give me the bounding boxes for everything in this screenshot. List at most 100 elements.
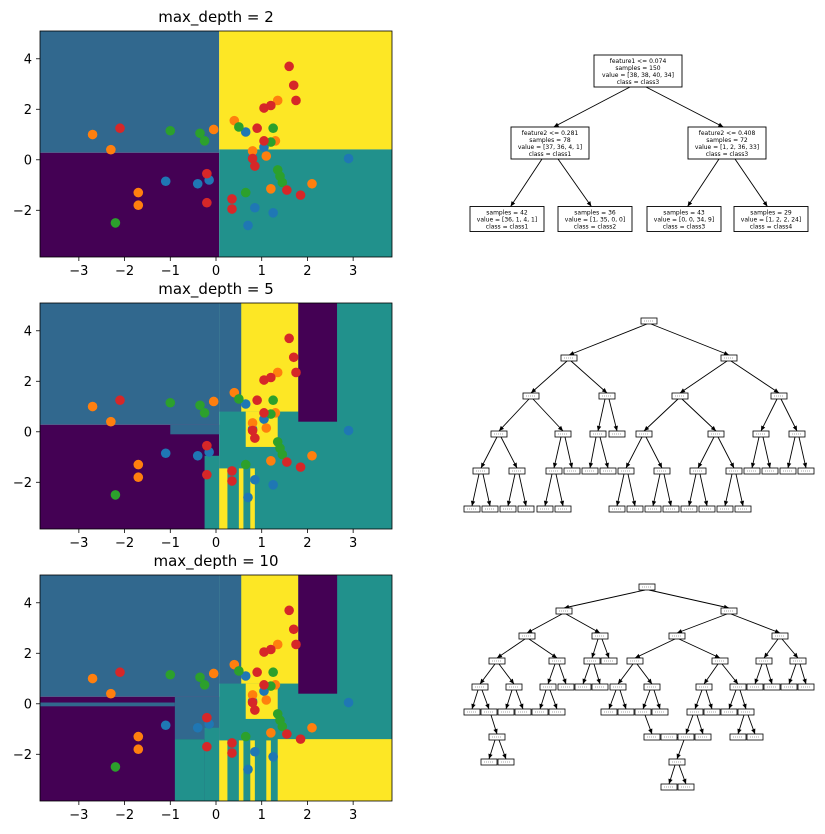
data-point bbox=[250, 202, 260, 213]
tree-edge-arrowhead bbox=[647, 678, 652, 684]
tree-edge-arrowhead bbox=[505, 703, 510, 709]
x-tick-label: 2 bbox=[303, 808, 311, 823]
data-point bbox=[261, 423, 272, 433]
data-point bbox=[247, 153, 258, 164]
x-tick-label: 1 bbox=[258, 264, 266, 279]
data-point bbox=[268, 208, 278, 218]
data-point bbox=[266, 100, 276, 111]
tree-edge-arrowhead bbox=[714, 653, 720, 658]
tree-node-box bbox=[593, 54, 683, 88]
data-point bbox=[288, 352, 299, 363]
tree-node bbox=[626, 657, 644, 665]
tree-edge bbox=[498, 398, 530, 432]
tree-edge bbox=[734, 158, 768, 207]
tree-edge-arrowhead bbox=[793, 652, 798, 658]
data-point bbox=[295, 734, 306, 744]
tree-node bbox=[518, 632, 536, 640]
data-point bbox=[252, 395, 262, 406]
data-point bbox=[250, 474, 260, 485]
data-point bbox=[295, 462, 306, 472]
decision-region bbox=[241, 303, 299, 412]
data-point bbox=[295, 190, 306, 200]
tree-node bbox=[763, 683, 781, 691]
tree-node bbox=[698, 505, 716, 513]
tree-node bbox=[789, 657, 807, 665]
data-point bbox=[259, 408, 269, 418]
data-point bbox=[227, 194, 237, 204]
tree-node bbox=[557, 683, 575, 691]
y-tick-label: 4 bbox=[24, 324, 32, 339]
data-point bbox=[291, 639, 301, 650]
data-point bbox=[240, 459, 251, 470]
tree-node bbox=[563, 467, 581, 475]
tree-edge-arrowhead bbox=[509, 678, 514, 684]
tree-edge-arrowhead bbox=[485, 703, 490, 709]
decision-region bbox=[298, 575, 338, 694]
tree-edge-arrowhead bbox=[762, 201, 768, 207]
tree-edge bbox=[555, 473, 564, 507]
data-point bbox=[195, 128, 205, 139]
plot-title: max_depth = 10 bbox=[153, 552, 278, 571]
decision-region bbox=[219, 575, 242, 684]
tree-edge bbox=[568, 323, 648, 356]
decision-region bbox=[40, 303, 220, 425]
tree-node-text: samples = 78 bbox=[529, 137, 571, 144]
tree-node-text: feature2 <= 0.408 bbox=[699, 130, 756, 137]
data-point bbox=[307, 178, 317, 189]
decision-region bbox=[238, 468, 244, 529]
tree-edge bbox=[798, 436, 807, 469]
tree-node bbox=[488, 657, 506, 665]
tree-node-box bbox=[733, 206, 809, 232]
tree-node bbox=[689, 467, 707, 475]
tree-edge bbox=[518, 473, 527, 507]
data-point bbox=[284, 61, 294, 72]
tree-node bbox=[554, 430, 572, 438]
tree-node bbox=[797, 683, 815, 691]
tree-edge-arrowhead bbox=[531, 388, 537, 393]
tree-node bbox=[668, 758, 686, 766]
tree-edge-arrowhead bbox=[615, 500, 621, 506]
data-point bbox=[259, 680, 269, 690]
data-point bbox=[268, 667, 278, 678]
tree-edge-arrowhead bbox=[568, 462, 574, 468]
tree-node bbox=[651, 708, 669, 716]
tree-node-text: value = [36, 1, 4, 1] bbox=[477, 217, 537, 224]
data-point bbox=[133, 744, 144, 755]
tree-node bbox=[497, 708, 515, 716]
data-point bbox=[110, 218, 121, 228]
tree-edge-arrowhead bbox=[553, 703, 558, 709]
tree-edge bbox=[697, 436, 715, 469]
tree-edge-arrowhead bbox=[547, 678, 552, 684]
tree-node bbox=[517, 505, 535, 513]
tree-node bbox=[780, 683, 798, 691]
tree-edge bbox=[565, 613, 601, 634]
tree-edge-arrowhead bbox=[729, 462, 734, 468]
tree-edge-arrowhead bbox=[502, 753, 507, 759]
tree-node-text: class = class3 bbox=[663, 224, 706, 231]
decision-boundary-plot: max_depth = 2 −3 −2 −1 0 1 2 3 4 2 0 −2 bbox=[13, 8, 393, 279]
tree-node-text: value = [0, 0, 34, 9] bbox=[654, 217, 714, 224]
tree-edge-arrowhead bbox=[470, 500, 476, 506]
tree-node bbox=[480, 758, 498, 766]
tree-edge-arrowhead bbox=[522, 500, 528, 506]
tree-edge bbox=[634, 638, 676, 659]
x-tick-label: 1 bbox=[258, 536, 266, 551]
x-tick-label: −3 bbox=[69, 264, 88, 279]
data-point bbox=[250, 705, 260, 715]
decision-region bbox=[219, 740, 228, 801]
y-tick-label: 0 bbox=[24, 425, 32, 440]
y-tick-label: 4 bbox=[24, 52, 32, 67]
tree-edge bbox=[643, 398, 679, 432]
tree-edge bbox=[563, 589, 646, 609]
tree-edge-arrowhead bbox=[596, 678, 601, 684]
tree-edge bbox=[564, 436, 573, 469]
x-tick-label: −2 bbox=[115, 808, 134, 823]
tree-edge bbox=[645, 436, 663, 469]
data-point bbox=[202, 168, 212, 179]
data-point bbox=[192, 722, 203, 733]
data-point bbox=[247, 697, 258, 708]
tree-node bbox=[671, 392, 689, 400]
data-point bbox=[250, 161, 260, 171]
